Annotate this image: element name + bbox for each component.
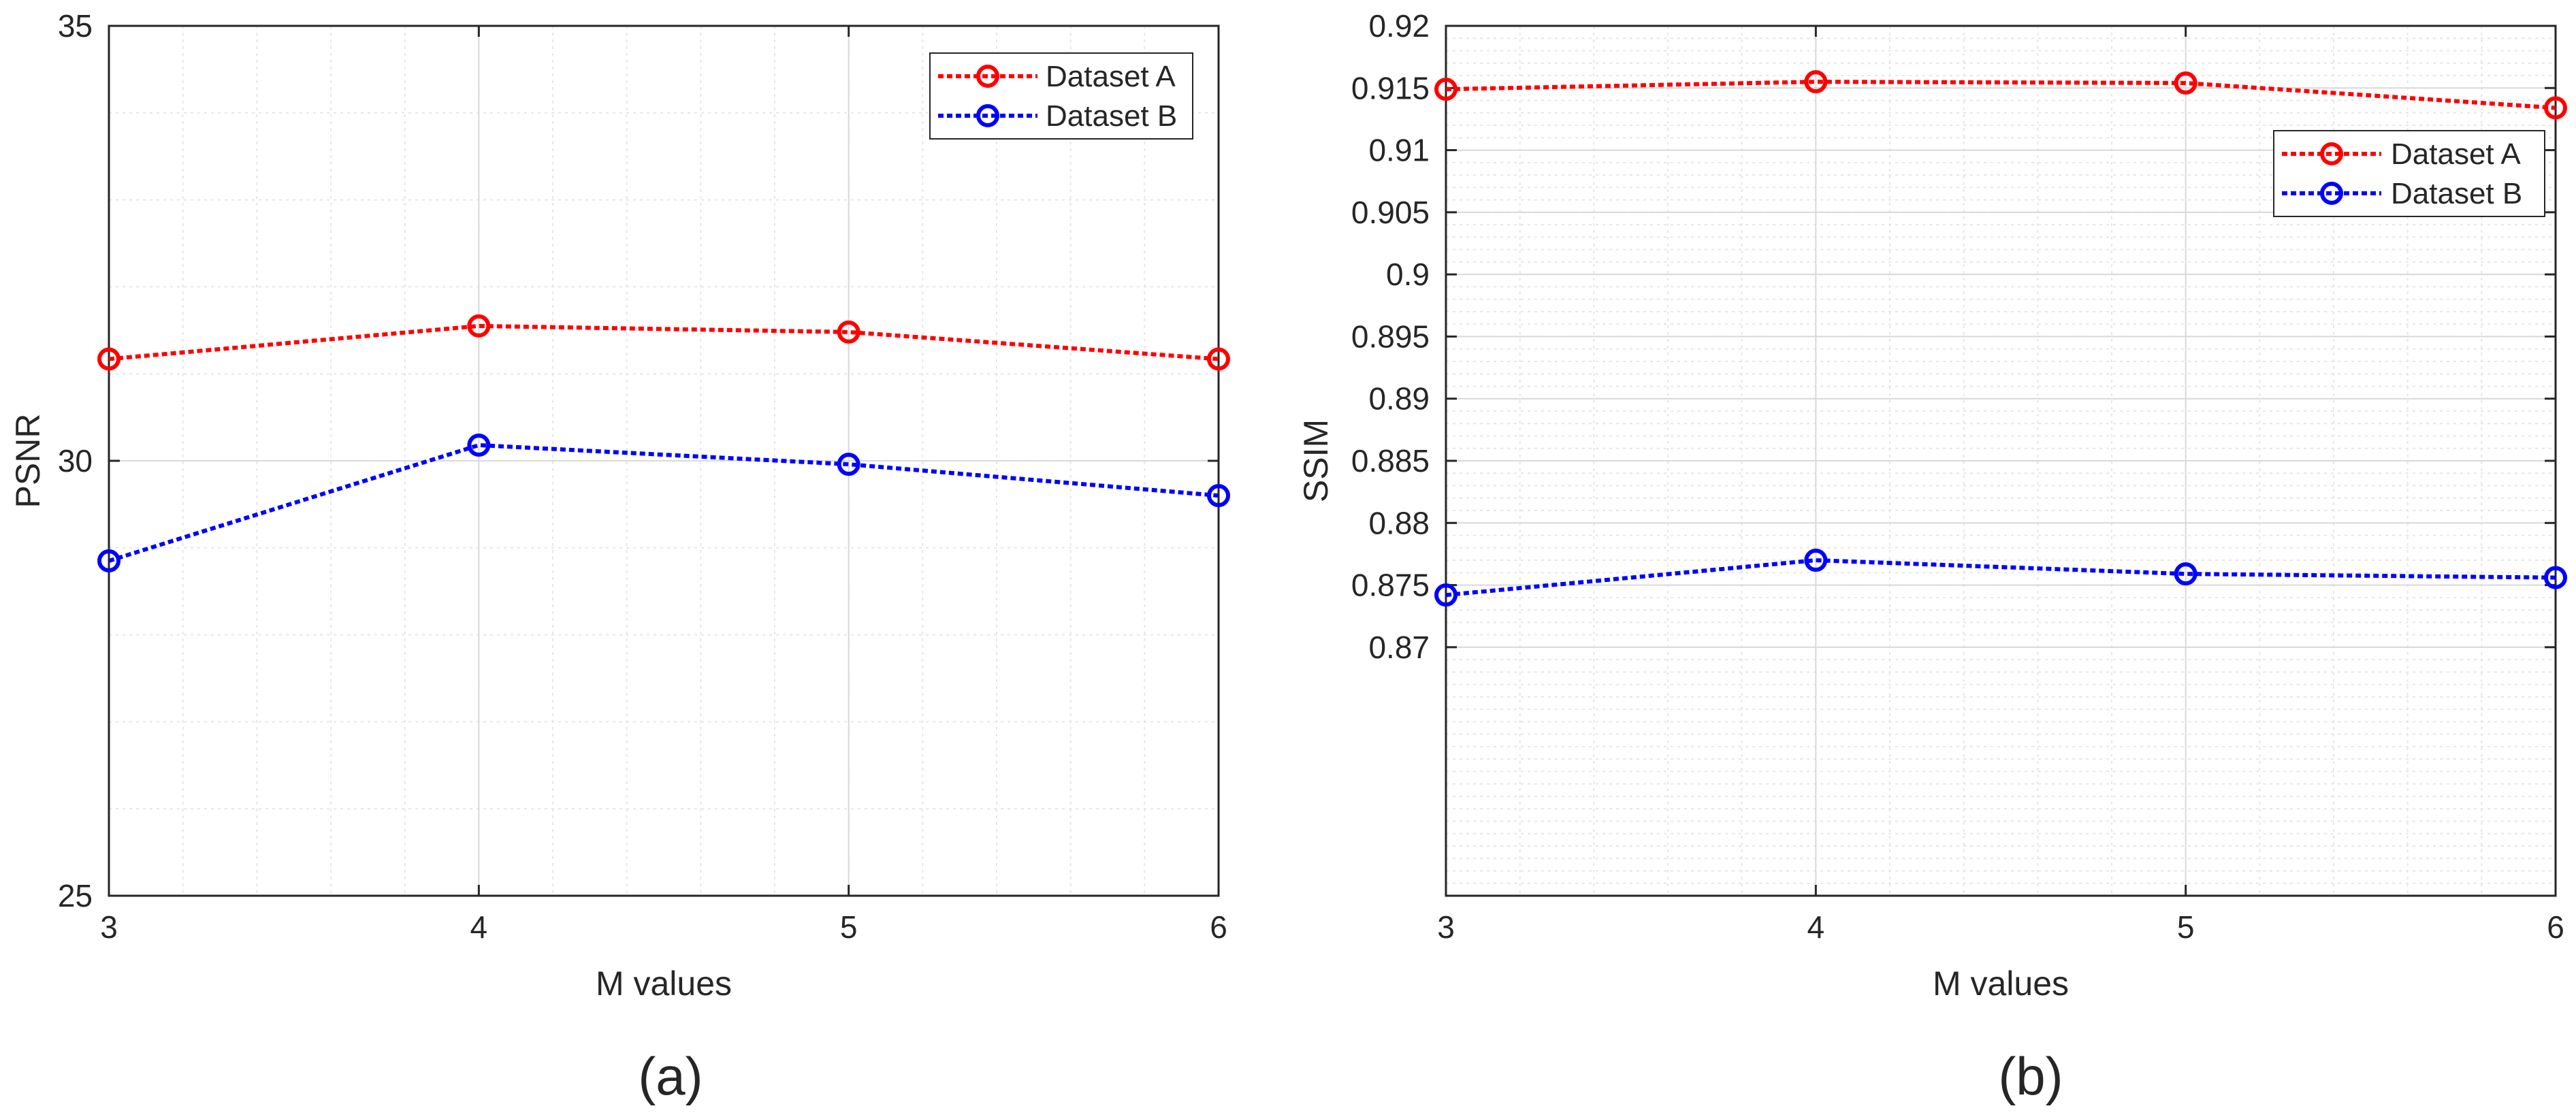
chart-panel-a: 3 4 5 6 25 30 35 M values PSNR Dataset A Data…: [9, 8, 1230, 1106]
panel-label-a: (a): [638, 1046, 703, 1106]
data-point-dataset-b: [1207, 484, 1230, 508]
y-tick-label: 0.885: [1351, 443, 1430, 479]
panel-label-b: (b): [1998, 1046, 2063, 1106]
y-tick-label: 35: [58, 8, 93, 44]
legend-box: [2273, 130, 2545, 217]
data-point-dataset-b: [467, 433, 491, 457]
data-point-dataset-b: [97, 549, 120, 572]
y-tick-label: 0.9: [1386, 257, 1430, 292]
series-group: [97, 314, 1230, 572]
legend-box: [929, 52, 1193, 140]
series-line-dataset-b: [108, 442, 1219, 563]
y-tick-label: 0.905: [1351, 195, 1430, 230]
y-tick-label: 0.89: [1368, 381, 1430, 417]
legend: Dataset A Dataset B: [2273, 130, 2545, 217]
legend-entry-dataset-a: Dataset A: [2282, 137, 2521, 171]
legend-entry-dataset-b: Dataset B: [938, 99, 1177, 133]
data-point-dataset-a: [1207, 347, 1230, 371]
legend-entry-dataset-a: Dataset A: [938, 60, 1176, 93]
y-tick-labels: 0.87 0.875 0.88 0.885 0.89 0.895 0.9 0.905 0.91 0…: [1351, 8, 1430, 665]
tick-marks: [108, 25, 1220, 897]
y-axis-label: PSNR: [9, 414, 47, 508]
data-point-dataset-b: [2544, 566, 2567, 589]
legend-entry-dataset-b: Dataset B: [2282, 177, 2522, 210]
data-point-dataset-a: [2544, 96, 2567, 120]
y-tick-label: 0.915: [1351, 70, 1430, 106]
data-point-dataset-a: [1434, 78, 1458, 101]
data-point-dataset-a: [1804, 70, 1828, 94]
x-tick-label: 3: [100, 909, 118, 945]
y-tick-labels: 25 30 35: [58, 8, 93, 913]
y-tick-label: 0.91: [1368, 133, 1430, 168]
legend-marker-dataset-b: [976, 104, 999, 127]
legend-label-dataset-a: Dataset A: [1046, 60, 1176, 93]
y-axis-label: SSIM: [1297, 419, 1335, 502]
legend-marker-dataset-a: [2320, 142, 2343, 165]
x-tick-label: 4: [470, 909, 488, 945]
data-point-dataset-b: [2174, 562, 2197, 586]
y-tick-label: 0.875: [1351, 568, 1430, 603]
minor-grid: [1446, 26, 2556, 896]
y-tick-label: 30: [58, 443, 93, 479]
data-point-dataset-b: [1434, 583, 1458, 607]
y-tick-label: 0.88: [1368, 505, 1430, 540]
x-tick-label: 5: [2177, 909, 2195, 945]
x-tick-label: 6: [1210, 909, 1227, 945]
legend-marker-dataset-b: [2320, 182, 2343, 205]
x-tick-label: 4: [1807, 909, 1825, 945]
y-tick-label: 25: [58, 878, 93, 913]
data-point-dataset-b: [1804, 549, 1828, 572]
data-point-dataset-a: [467, 314, 491, 338]
data-point-dataset-a: [837, 320, 860, 344]
x-axis-label: M values: [596, 964, 732, 1003]
data-point-dataset-a: [97, 347, 120, 371]
x-tick-label: 5: [840, 909, 858, 945]
y-tick-label: 0.92: [1368, 8, 1430, 44]
x-tick-labels: 3 4 5 6: [100, 909, 1227, 945]
x-tick-labels: 3 4 5 6: [1437, 909, 2564, 945]
legend-label-dataset-b: Dataset B: [1046, 99, 1177, 133]
legend-label-dataset-b: Dataset B: [2391, 177, 2522, 210]
minor-grid: [109, 26, 1219, 896]
x-tick-label: 6: [2547, 909, 2564, 945]
legend-marker-dataset-a: [976, 65, 999, 88]
y-tick-label: 0.87: [1368, 630, 1430, 665]
legend: Dataset A Dataset B: [929, 52, 1193, 140]
y-tick-label: 0.895: [1351, 319, 1430, 354]
series-group: [1434, 70, 2567, 607]
x-tick-label: 3: [1437, 909, 1455, 945]
chart-panel-b: 3 4 5 6 0.87 0.875 0.88 0.885 0.89 0.895 0.9 0.905…: [1297, 8, 2567, 1106]
x-axis-label: M values: [1933, 964, 2069, 1003]
legend-label-dataset-a: Dataset A: [2391, 137, 2521, 171]
series-line-dataset-a: [1445, 80, 2556, 110]
data-point-dataset-b: [837, 453, 860, 476]
data-point-dataset-a: [2174, 71, 2197, 95]
